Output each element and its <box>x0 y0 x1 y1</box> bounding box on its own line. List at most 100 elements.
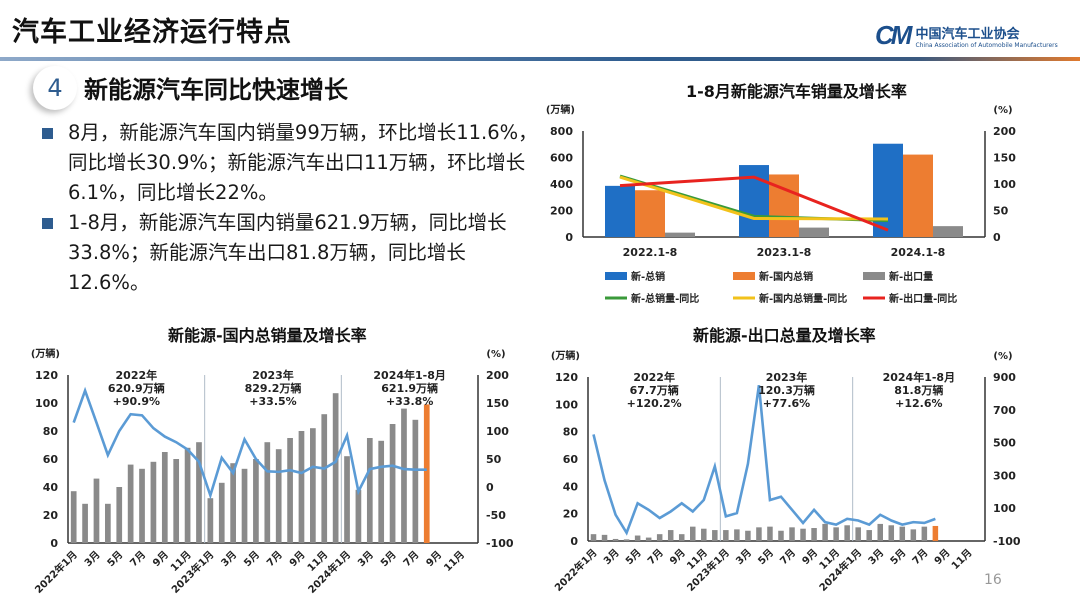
annotation-text: 620.9万辆 <box>108 381 165 395</box>
bar-export <box>933 226 963 237</box>
section-number: 4 <box>33 66 77 110</box>
bar-export <box>665 232 695 237</box>
bar-month <box>623 539 630 541</box>
x-tick-label: 5月 <box>242 549 262 569</box>
bar-month <box>93 478 100 543</box>
bar-domestic <box>903 154 933 237</box>
y-left-tick-label: 80 <box>43 425 59 438</box>
x-tick-label: 7月 <box>778 547 798 567</box>
legend-swatch <box>863 272 885 280</box>
y-left-tick-label: 20 <box>563 508 579 521</box>
y-right-tick-label: 300 <box>993 469 1016 482</box>
header-divider <box>0 57 1080 61</box>
x-tick-label: 3月 <box>734 547 754 567</box>
x-tick-label: 7月 <box>264 549 284 569</box>
y-left-tick-label: 120 <box>555 371 578 384</box>
x-tick-label: 3月 <box>355 549 375 569</box>
legend-swatch <box>605 272 627 280</box>
bar-month <box>756 527 762 541</box>
y-right-tick-label: 150 <box>486 397 509 410</box>
bar-month <box>355 489 362 543</box>
x-tick-label: 3月 <box>866 547 886 567</box>
bar-month <box>634 535 641 541</box>
bar-month <box>778 530 784 541</box>
chart-title: 新能源-国内总销量及增长率 <box>168 326 367 345</box>
bar-month <box>184 447 191 543</box>
bar-month <box>230 463 236 543</box>
yoy-line <box>72 386 427 500</box>
bar-month <box>366 438 373 543</box>
legend-label: 新-总销量-同比 <box>631 292 699 305</box>
y-left-tick-label: 200 <box>550 205 573 218</box>
annotation-text: +33.5% <box>249 395 296 408</box>
bar-month <box>150 461 157 543</box>
y-left-axis-label: (万辆) <box>546 103 575 116</box>
logo-en-text: China Association of Automobile Manufact… <box>915 41 1058 49</box>
bar-month <box>844 525 850 541</box>
annotation-text: 2022年 <box>116 368 158 382</box>
y-right-tick-label: -100 <box>486 537 514 550</box>
y-right-tick-label: 50 <box>993 205 1009 218</box>
annotation-text: 2024年1-8月 <box>373 368 446 382</box>
bar-month <box>712 530 718 541</box>
bar-month <box>910 529 917 541</box>
bar-month <box>378 440 385 543</box>
y-right-tick-label: 200 <box>993 125 1016 138</box>
bar-month <box>70 491 77 543</box>
bar-month <box>344 456 350 543</box>
legend-label: 新-国内总销 <box>759 270 813 283</box>
x-tick-label: 2022年1月 <box>32 548 80 596</box>
legend-label: 新-国内总销量-同比 <box>759 292 847 305</box>
x-tick-label: 7月 <box>910 547 930 567</box>
bar-month <box>822 523 828 541</box>
bar-month <box>310 428 316 543</box>
chart-title: 1-8月新能源汽车销量及增长率 <box>686 82 907 101</box>
annotation-text: 829.2万辆 <box>245 381 302 395</box>
bar-month <box>877 523 883 541</box>
bar-month <box>321 414 328 543</box>
x-tick-label: 5月 <box>105 549 125 569</box>
caam-logo: CM 中国汽车工业协会 China Association of Automob… <box>875 20 1058 51</box>
y-right-tick-label: 700 <box>993 404 1016 417</box>
bar-month <box>401 408 407 543</box>
legend-swatch <box>733 272 755 280</box>
bar-month <box>275 449 282 543</box>
y-left-tick-label: 120 <box>35 369 58 382</box>
bar-month <box>105 503 111 543</box>
bar-month <box>690 526 696 541</box>
x-tick-label: 11月 <box>949 547 974 572</box>
bar-month <box>767 526 773 541</box>
annotation-text: 120.3万辆 <box>758 383 815 397</box>
bullet-item: 8月，新能源汽车国内销量99万辆，环比增长11.6%，同比增长30.9%；新能源… <box>40 118 540 208</box>
annotation-text: 621.9万辆 <box>381 381 438 395</box>
bar-month <box>264 442 271 543</box>
y-left-tick-label: 80 <box>563 426 579 439</box>
chart-title: 新能源-出口总量及增长率 <box>693 326 876 345</box>
y-left-tick-label: 400 <box>550 178 573 191</box>
x-tick-label: 7月 <box>645 547 665 567</box>
y-right-tick-label: 900 <box>993 371 1016 384</box>
bar-month <box>866 530 872 541</box>
legend-label: 新-出口量-同比 <box>889 292 957 305</box>
y-right-axis-label: (%) <box>993 351 1012 362</box>
y-left-axis-label: (万辆) <box>31 347 60 360</box>
y-right-axis-label: (%) <box>993 105 1012 116</box>
x-tick-label: 5月 <box>378 549 398 569</box>
bar-month <box>423 404 430 543</box>
bar-month <box>161 452 168 543</box>
logo-cn-text: 中国汽车工业协会 <box>915 26 1020 42</box>
bar-month <box>253 459 259 543</box>
bar-month <box>656 534 663 541</box>
x-tick-label: 7月 <box>401 549 421 569</box>
bar-month <box>645 537 652 541</box>
bar-month <box>207 498 214 543</box>
line-series-1 <box>619 175 889 221</box>
y-right-tick-label: 0 <box>993 231 1001 244</box>
bar-month <box>888 525 895 541</box>
bar-export <box>799 227 829 237</box>
y-right-tick-label: 200 <box>486 369 509 382</box>
y-right-tick-label: 100 <box>993 502 1016 515</box>
x-tick-label: 7月 <box>128 549 148 569</box>
bar-month <box>241 468 248 543</box>
